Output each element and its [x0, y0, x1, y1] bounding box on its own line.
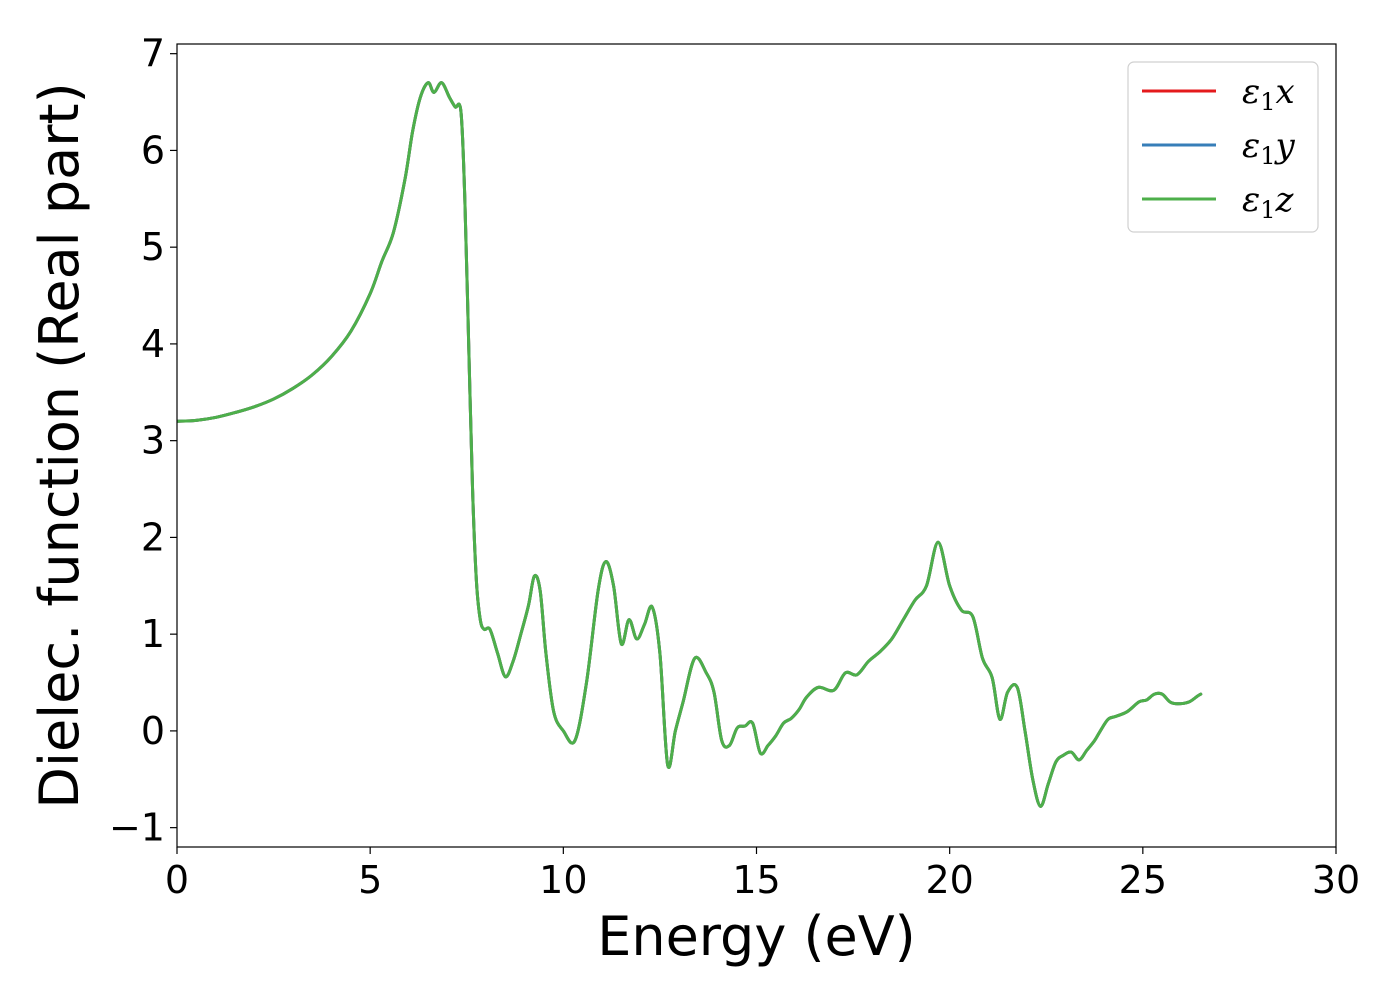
y-tick-label: 7: [141, 32, 165, 76]
y-tick-label: 3: [141, 419, 165, 463]
x-axis-title: Energy (eV): [597, 905, 916, 968]
legend: ε1x ε1y ε1z: [1127, 61, 1319, 233]
x-tick-label: 5: [358, 858, 382, 902]
x-tick-label: 10: [539, 858, 587, 902]
legend-label-z: ε1z: [1242, 180, 1295, 224]
y-tick-label: 5: [141, 225, 165, 269]
y-tick-label: 0: [141, 709, 165, 753]
legend-label-x: ε1x: [1242, 72, 1295, 116]
plot-lines: [177, 81, 1203, 808]
legend-box: [1127, 61, 1319, 233]
y-tick-label: 2: [141, 515, 165, 559]
y-tick-label: −1: [109, 806, 165, 850]
series-line-z: [177, 81, 1203, 808]
y-tick-label: 1: [141, 612, 165, 656]
x-tick-label: 15: [732, 858, 780, 902]
legend-label-y: ε1y: [1242, 126, 1296, 170]
x-tick-label: 30: [1312, 858, 1360, 902]
y-axis-ticks: −1 0 1 2 3 4 5 6 7: [109, 32, 177, 850]
x-tick-label: 20: [925, 858, 973, 902]
x-tick-label: 0: [165, 858, 189, 902]
y-tick-label: 4: [141, 322, 165, 366]
x-axis-ticks: 0 5 10 15 20 25 30: [165, 847, 1360, 902]
series-line-x: [177, 81, 1203, 808]
y-axis-title: Dielec. function (Real part): [28, 82, 91, 808]
x-tick-label: 25: [1119, 858, 1167, 902]
series-line-y: [177, 81, 1203, 808]
y-tick-label: 6: [141, 128, 165, 172]
